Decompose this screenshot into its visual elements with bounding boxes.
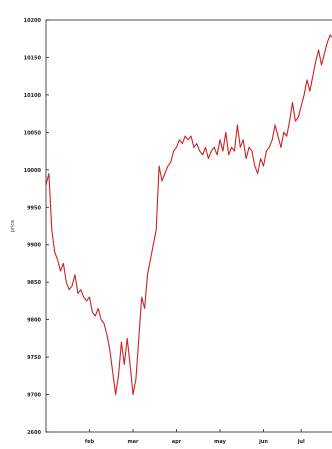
y-tick-label: 9950: [27, 205, 41, 211]
price-series-line: [45, 34, 332, 396]
y-axis-title: price: [10, 220, 16, 232]
y-tick-label: 9850: [27, 280, 41, 286]
x-tick-label: jul: [297, 439, 305, 445]
y-tick-label: 2600: [27, 430, 41, 436]
y-tick-label: 9700: [27, 393, 41, 399]
y-tick-label: 9900: [27, 243, 41, 249]
x-tick-label: mar: [127, 439, 139, 445]
x-tick-label: feb: [85, 439, 95, 445]
y-tick-label: 10050: [24, 130, 42, 136]
y-tick-label: 10100: [24, 93, 42, 99]
y-axis-ticks: 2600 9700 9750 9800 9850 9900 9950 10000 10050 10…: [24, 18, 49, 436]
x-tick-label: jun: [258, 439, 268, 445]
y-tick-label: 9800: [27, 318, 41, 324]
y-tick-label: 9750: [27, 355, 41, 361]
plot-area-frame: [45, 19, 332, 433]
x-tick-label: may: [214, 439, 226, 445]
x-tick-label: apr: [172, 439, 182, 445]
x-axis-ticks: feb mar apr may jun jul: [85, 429, 305, 445]
y-tick-label: 10200: [24, 18, 42, 24]
y-tick-label: 10000: [24, 168, 42, 174]
y-tick-label: 10150: [24, 55, 42, 61]
